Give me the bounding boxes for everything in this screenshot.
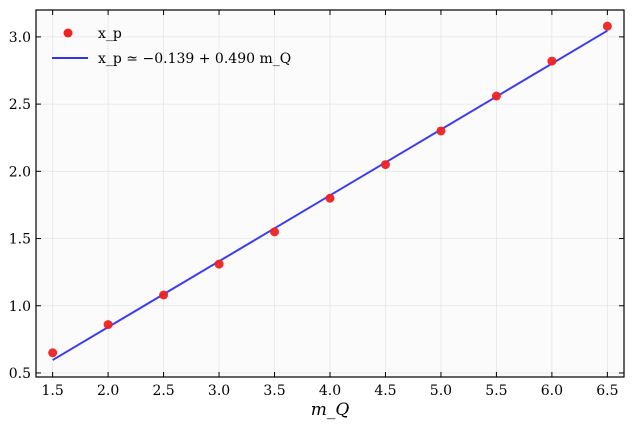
y-tick-label: 0.5: [9, 366, 31, 382]
y-axis-ticks: 0.5 1.0 1.5 2.0 2.5 3.0: [9, 30, 624, 382]
x-tick-label: 1.5: [42, 383, 64, 399]
data-point: [436, 126, 446, 136]
x-axis-label: m_Q: [311, 400, 350, 420]
y-tick-label: 1.5: [9, 232, 31, 248]
data-point: [48, 348, 58, 358]
plot-frame: [35, 9, 625, 378]
data-point: [491, 91, 501, 101]
x-tick-label: 2.0: [97, 383, 119, 399]
data-point: [270, 227, 280, 237]
x-tick-label: 5.5: [485, 383, 507, 399]
grid-lines: [36, 10, 624, 377]
y-tick-label: 3.0: [9, 30, 31, 46]
x-tick-label: 5.0: [430, 383, 452, 399]
data-point: [325, 193, 335, 203]
x-tick-label: 3.0: [208, 383, 230, 399]
y-tick-label: 1.0: [9, 299, 31, 315]
data-point: [159, 290, 169, 300]
x-tick-label: 2.5: [152, 383, 174, 399]
data-point: [547, 56, 557, 66]
x-tick-label: 3.5: [263, 383, 285, 399]
y-tick-label: 2.5: [9, 97, 31, 113]
x-tick-label: 4.5: [374, 383, 396, 399]
legend-label-line: x_p ≃ −0.139 + 0.490 m_Q: [98, 51, 291, 67]
x-tick-label: 6.5: [596, 383, 618, 399]
legend: x_p x_p ≃ −0.139 + 0.490 m_Q: [52, 26, 291, 67]
data-point: [214, 259, 224, 269]
x-tick-label: 6.0: [541, 383, 563, 399]
legend-label-points: x_p: [98, 26, 122, 42]
series-layer: [48, 21, 612, 361]
y-tick-label: 2.0: [9, 164, 31, 180]
x-tick-label: 4.0: [319, 383, 341, 399]
data-point: [103, 320, 113, 330]
legend-marker-points: [63, 28, 73, 38]
x-axis-ticks: 1.5 2.0 2.5 3.0 3.5 4.0 4.5 5.0 5.5 6.0 6.5: [42, 10, 618, 399]
data-point: [602, 21, 612, 31]
data-point: [380, 160, 390, 170]
